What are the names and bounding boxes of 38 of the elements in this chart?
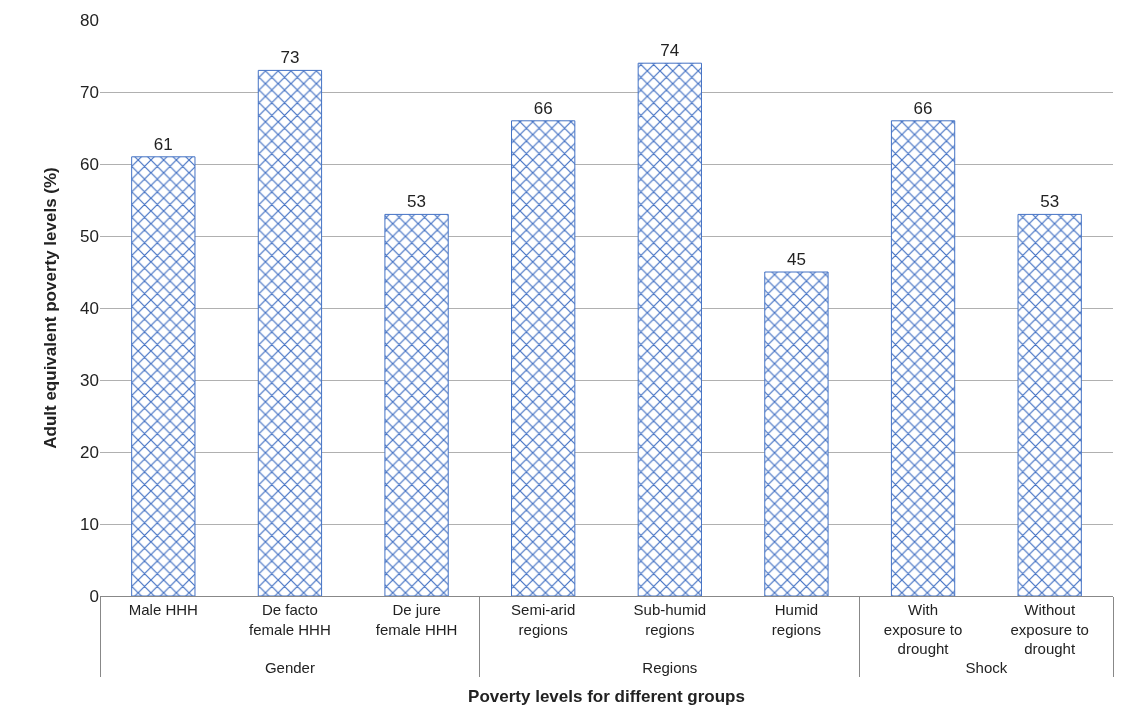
y-tick-label: 60	[80, 154, 99, 174]
bar	[384, 213, 449, 596]
y-axis-title: Adult equivalent poverty levels (%)	[41, 167, 60, 449]
x-tick-label: Humid regions	[771, 601, 822, 638]
y-tick-label: 20	[80, 442, 99, 462]
bar	[257, 69, 323, 596]
x-tick-label: Sub-humid regions	[633, 601, 707, 638]
y-tick-label: 80	[80, 10, 99, 30]
y-tick-label: 0	[89, 586, 99, 606]
x-tick-label: De jure female HHH	[375, 601, 458, 638]
data-label: 66	[913, 98, 933, 118]
bar	[637, 62, 702, 596]
x-tick-label: Without exposure to drought	[1010, 601, 1089, 657]
x-axis-title: Poverty levels for different groups	[468, 687, 745, 706]
data-label: 45	[786, 250, 806, 269]
bar	[890, 120, 956, 596]
data-label: 53	[1040, 192, 1060, 212]
data-label: 66	[533, 98, 553, 118]
bar	[764, 271, 829, 596]
text: Shock	[965, 659, 1008, 676]
text: Regions	[642, 659, 698, 676]
y-tick-label: 50	[80, 226, 99, 246]
data-label: 61	[153, 134, 173, 154]
y-tick-label: 70	[80, 82, 99, 102]
data-label: 74	[660, 41, 680, 61]
y-tick-label: 40	[80, 298, 99, 318]
data-label: 73	[280, 48, 300, 68]
bar	[1017, 213, 1082, 596]
bar	[511, 120, 576, 596]
y-tick-label: 10	[80, 514, 99, 534]
data-label: 53	[407, 192, 427, 212]
x-tick-label: Semi-arid regions	[511, 601, 576, 638]
x-tick-label: De facto female HHH	[249, 601, 331, 638]
text: Gender	[264, 659, 315, 676]
bar	[131, 156, 196, 596]
x-tick-label: Male HHH	[128, 601, 198, 618]
x-tick-label: With exposure to drought	[883, 601, 963, 657]
y-tick-label: 30	[80, 370, 99, 390]
